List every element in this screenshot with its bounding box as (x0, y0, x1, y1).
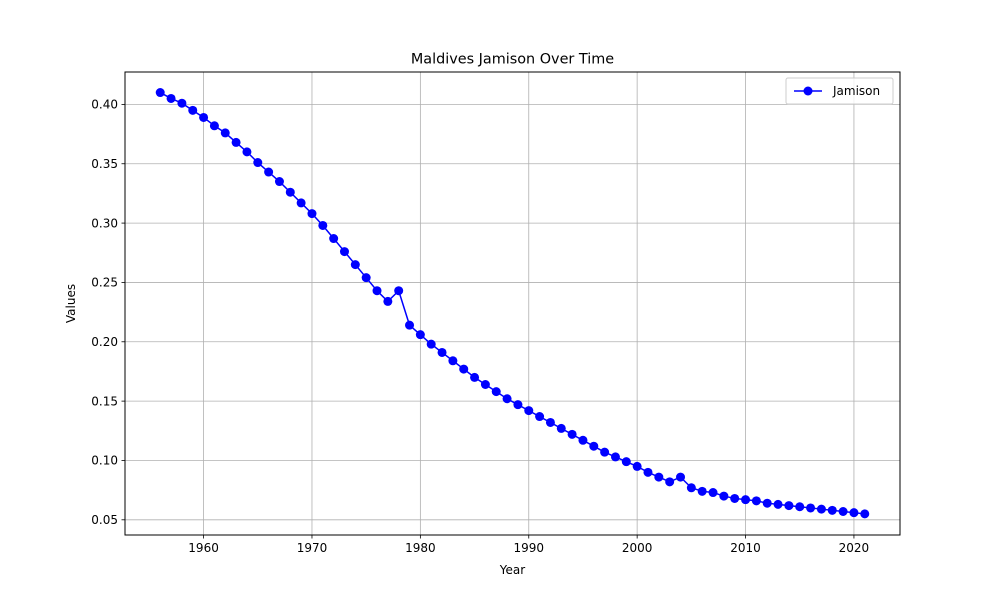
data-point (285, 187, 295, 197)
data-point (654, 472, 664, 482)
data-point (806, 503, 816, 513)
data-point (361, 273, 371, 283)
data-point (383, 296, 393, 306)
data-point (643, 467, 653, 477)
x-tick-label: 2000 (622, 541, 653, 555)
series-layer (155, 88, 870, 519)
y-tick-label: 0.15 (91, 394, 118, 408)
data-point (665, 477, 675, 487)
data-point (849, 508, 859, 518)
data-point (741, 495, 751, 505)
data-point (405, 320, 415, 330)
data-point (199, 112, 209, 122)
data-point (329, 234, 339, 244)
data-point (296, 198, 306, 208)
data-point (307, 209, 317, 219)
data-point (827, 505, 837, 515)
data-point (394, 286, 404, 296)
data-point (166, 93, 176, 103)
data-point (480, 380, 490, 390)
data-point (816, 504, 826, 514)
data-point (524, 406, 534, 416)
y-tick-label: 0.40 (91, 98, 118, 112)
legend-box (785, 77, 894, 105)
data-point (415, 330, 425, 340)
x-tick-label: 1960 (188, 541, 219, 555)
x-tick-label: 1990 (513, 541, 544, 555)
data-point (860, 509, 870, 519)
x-tick-label: 2020 (839, 541, 870, 555)
y-tick-label: 0.10 (91, 454, 118, 468)
data-point (730, 493, 740, 503)
data-point (784, 501, 794, 511)
y-tick-label: 0.05 (91, 513, 118, 527)
data-point (350, 260, 360, 270)
y-tick-label: 0.25 (91, 276, 118, 290)
data-point (556, 423, 566, 433)
y-tick-label: 0.30 (91, 216, 118, 230)
data-point (751, 496, 761, 506)
data-point (686, 483, 696, 493)
data-point (589, 441, 599, 451)
data-point (676, 472, 686, 482)
data-point (708, 488, 718, 498)
data-point (567, 429, 577, 439)
plot-frame (124, 71, 901, 536)
data-point (437, 347, 447, 357)
data-point (535, 412, 545, 422)
data-point (177, 98, 187, 108)
x-tick-label: 2010 (730, 541, 761, 555)
legend-marker-sample (803, 86, 813, 96)
data-point (632, 461, 642, 471)
data-point (470, 372, 480, 382)
chart-title: Maldives Jamison Over Time (411, 52, 614, 68)
data-point (318, 220, 328, 230)
data-point (838, 506, 848, 516)
y-tick-label: 0.35 (91, 157, 118, 171)
data-point (610, 452, 620, 462)
data-point (253, 158, 263, 168)
data-point (274, 177, 284, 187)
data-point (502, 394, 512, 404)
data-point (188, 105, 198, 115)
data-point (242, 147, 252, 157)
data-point (697, 486, 707, 496)
legend-label: Jamison (832, 84, 880, 98)
data-point (155, 88, 165, 98)
y-tick-label: 0.20 (91, 335, 118, 349)
data-point (339, 247, 349, 257)
data-point (459, 364, 469, 374)
data-point (264, 167, 274, 177)
data-point (773, 499, 783, 509)
data-point (209, 121, 219, 131)
x-tick-label: 1980 (405, 541, 436, 555)
data-point (719, 491, 729, 501)
data-point (578, 435, 588, 445)
data-point (621, 457, 631, 467)
data-point (448, 356, 458, 366)
y-axis-title: Values (64, 284, 78, 323)
data-point (513, 400, 523, 410)
data-point (545, 417, 555, 427)
data-point (762, 498, 772, 508)
data-point (600, 447, 610, 457)
data-point (220, 128, 230, 138)
legend: Jamison (785, 77, 894, 105)
data-point (231, 137, 241, 147)
data-point (372, 286, 382, 296)
data-point (795, 502, 805, 512)
data-point (426, 339, 436, 349)
data-point (491, 387, 501, 397)
x-tick-label: 1970 (297, 541, 328, 555)
axis-ticks: 1960 1970 1980 1990 2000 2010 2020 0.05 0.10 0.15… (91, 98, 869, 555)
x-axis-title: Year (499, 563, 525, 577)
